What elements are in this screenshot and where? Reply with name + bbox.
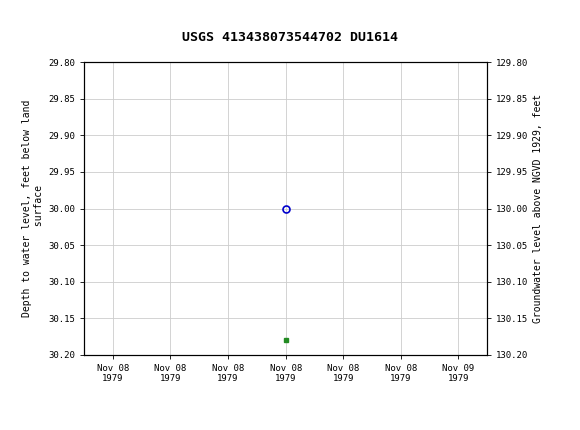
Y-axis label: Depth to water level, feet below land
 surface: Depth to water level, feet below land su… [23,100,44,317]
Y-axis label: Groundwater level above NGVD 1929, feet: Groundwater level above NGVD 1929, feet [532,94,543,323]
Text: ≡USGS: ≡USGS [9,8,55,23]
Text: USGS 413438073544702 DU1614: USGS 413438073544702 DU1614 [182,31,398,44]
